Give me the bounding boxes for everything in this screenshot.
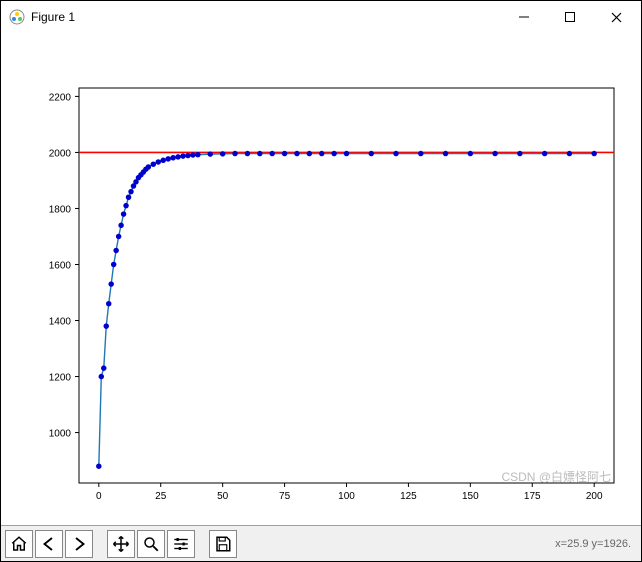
data-marker — [270, 151, 275, 156]
data-marker — [344, 151, 349, 156]
data-marker — [542, 151, 547, 156]
ytick-label: 1000 — [49, 429, 72, 440]
data-marker — [220, 152, 225, 157]
data-marker — [111, 262, 116, 267]
sliders-icon — [172, 535, 190, 553]
data-marker — [468, 151, 473, 156]
xtick-label: 200 — [586, 491, 603, 502]
back-button[interactable] — [35, 530, 63, 558]
ytick-label: 2200 — [49, 92, 72, 103]
data-marker — [181, 154, 186, 159]
xtick-label: 50 — [217, 491, 229, 502]
data-marker — [131, 184, 136, 189]
home-button[interactable] — [5, 530, 33, 558]
data-marker — [191, 153, 196, 158]
data-marker — [146, 165, 151, 170]
forward-button[interactable] — [65, 530, 93, 558]
data-marker — [282, 151, 287, 156]
data-marker — [156, 160, 161, 165]
data-marker — [186, 153, 191, 158]
data-marker — [233, 151, 238, 156]
data-marker — [208, 152, 213, 157]
app-icon — [9, 9, 25, 25]
toolbar: x=25.9 y=1926. — [1, 525, 641, 561]
data-marker — [518, 151, 523, 156]
home-icon — [10, 535, 28, 553]
axes-frame — [79, 88, 614, 483]
move-icon — [112, 535, 130, 553]
xtick-label: 0 — [96, 491, 102, 502]
data-marker — [99, 374, 104, 379]
pan-button[interactable] — [107, 530, 135, 558]
data-marker — [102, 366, 107, 371]
data-marker — [151, 162, 156, 167]
data-marker — [97, 464, 102, 469]
data-marker — [129, 189, 134, 194]
minimize-button[interactable] — [501, 1, 547, 33]
maximize-button[interactable] — [547, 1, 593, 33]
data-marker — [104, 324, 109, 329]
coord-readout: x=25.9 y=1926. — [555, 538, 631, 550]
data-marker — [295, 151, 300, 156]
minimize-icon — [519, 12, 529, 22]
data-marker — [443, 151, 448, 156]
data-marker — [126, 195, 131, 200]
ytick-label: 1400 — [49, 317, 72, 328]
xtick-label: 175 — [524, 491, 541, 502]
maximize-icon — [565, 12, 575, 22]
data-marker — [567, 151, 572, 156]
xtick-label: 150 — [462, 491, 479, 502]
data-marker — [124, 203, 128, 208]
arrow-left-icon — [40, 535, 58, 553]
data-marker — [394, 151, 399, 156]
data-marker — [258, 151, 263, 156]
data-marker — [419, 151, 424, 156]
ytick-label: 1800 — [49, 204, 72, 215]
data-marker — [121, 212, 126, 217]
data-marker — [176, 155, 181, 160]
data-marker — [114, 248, 119, 253]
save-button[interactable] — [209, 530, 237, 558]
data-marker — [245, 151, 250, 156]
data-marker — [369, 151, 374, 156]
plot-area[interactable]: 1000 1200 1400 1600 1800 2000 2200 0 25 50 75 100 12… — [1, 33, 641, 525]
xtick-label: 125 — [400, 491, 417, 502]
configure-button[interactable] — [167, 530, 195, 558]
ytick-label: 1600 — [49, 260, 72, 271]
data-marker — [161, 158, 166, 163]
zoom-icon — [142, 535, 160, 553]
data-marker — [109, 282, 114, 287]
data-marker — [319, 151, 324, 156]
data-marker — [119, 223, 124, 228]
data-marker — [106, 301, 111, 306]
close-icon — [611, 12, 622, 23]
data-marker — [171, 156, 176, 161]
window-titlebar: Figure 1 — [1, 1, 641, 33]
window-title: Figure 1 — [31, 10, 75, 24]
data-marker — [134, 180, 139, 185]
save-icon — [214, 535, 232, 553]
xtick-label: 100 — [338, 491, 355, 502]
data-marker — [332, 151, 337, 156]
data-marker — [196, 152, 201, 157]
data-marker — [116, 234, 121, 239]
xtick-label: 25 — [155, 491, 167, 502]
xtick-label: 75 — [279, 491, 291, 502]
data-marker — [307, 151, 312, 156]
ytick-label: 1200 — [49, 373, 72, 384]
data-marker — [166, 157, 171, 162]
data-marker — [493, 151, 498, 156]
data-marker — [592, 151, 597, 156]
arrow-right-icon — [70, 535, 88, 553]
close-button[interactable] — [593, 1, 639, 33]
zoom-button[interactable] — [137, 530, 165, 558]
ytick-label: 2000 — [49, 148, 72, 159]
